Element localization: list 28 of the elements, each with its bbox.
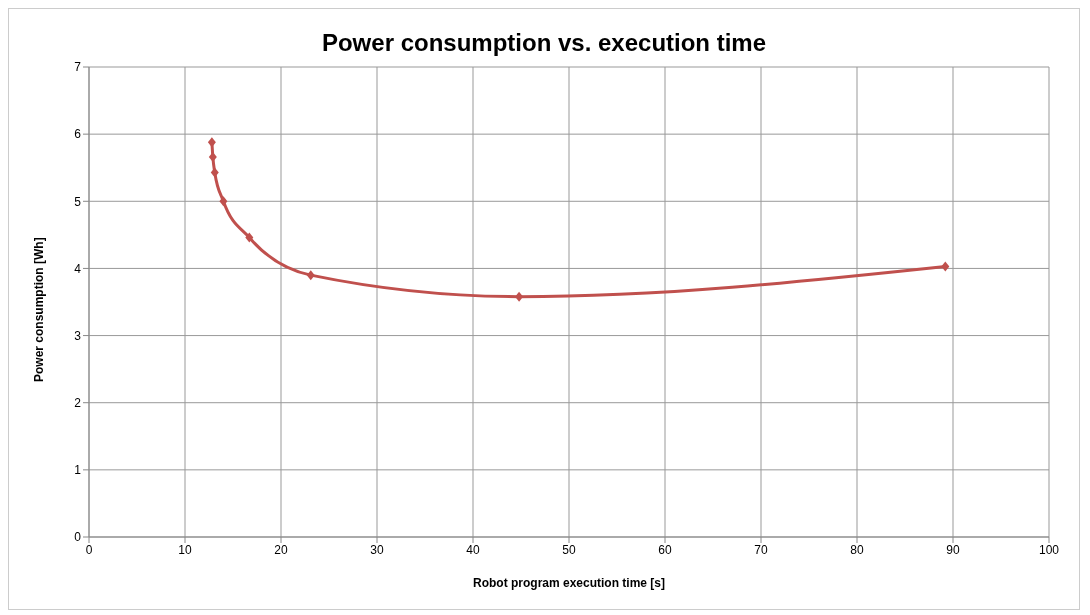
x-axis-title: Robot program execution time [s] xyxy=(472,576,666,590)
point xyxy=(515,291,524,302)
y-tick-label: 3 xyxy=(74,328,82,343)
x-tick-label: 60 xyxy=(658,542,672,557)
x-tick-label: 90 xyxy=(946,542,960,557)
point xyxy=(306,270,315,281)
y-tick-label: 7 xyxy=(74,60,82,75)
x-tick-label: 50 xyxy=(562,542,576,557)
x-tick-label: 100 xyxy=(1038,542,1060,557)
chart-title: Power consumption vs. execution time xyxy=(320,29,768,57)
x-tick-label: 0 xyxy=(85,542,93,557)
x-tick-label: 40 xyxy=(466,542,480,557)
point xyxy=(941,261,950,272)
x-tick-label: 70 xyxy=(754,542,768,557)
point xyxy=(245,232,254,243)
y-tick-label: 2 xyxy=(74,395,82,410)
y-tick-label: 0 xyxy=(74,530,82,545)
x-tick-label: 20 xyxy=(274,542,288,557)
y-axis-title: Power consumption [Wh] xyxy=(32,237,47,382)
x-tick-label: 30 xyxy=(370,542,384,557)
y-tick-label: 5 xyxy=(74,194,82,209)
x-tick-label: 80 xyxy=(850,542,864,557)
y-tick-label: 6 xyxy=(74,127,82,142)
y-tick-label: 1 xyxy=(74,463,82,478)
point xyxy=(219,196,228,207)
y-tick-label: 4 xyxy=(74,261,82,276)
point xyxy=(210,167,219,178)
x-tick-label: 10 xyxy=(178,542,192,557)
